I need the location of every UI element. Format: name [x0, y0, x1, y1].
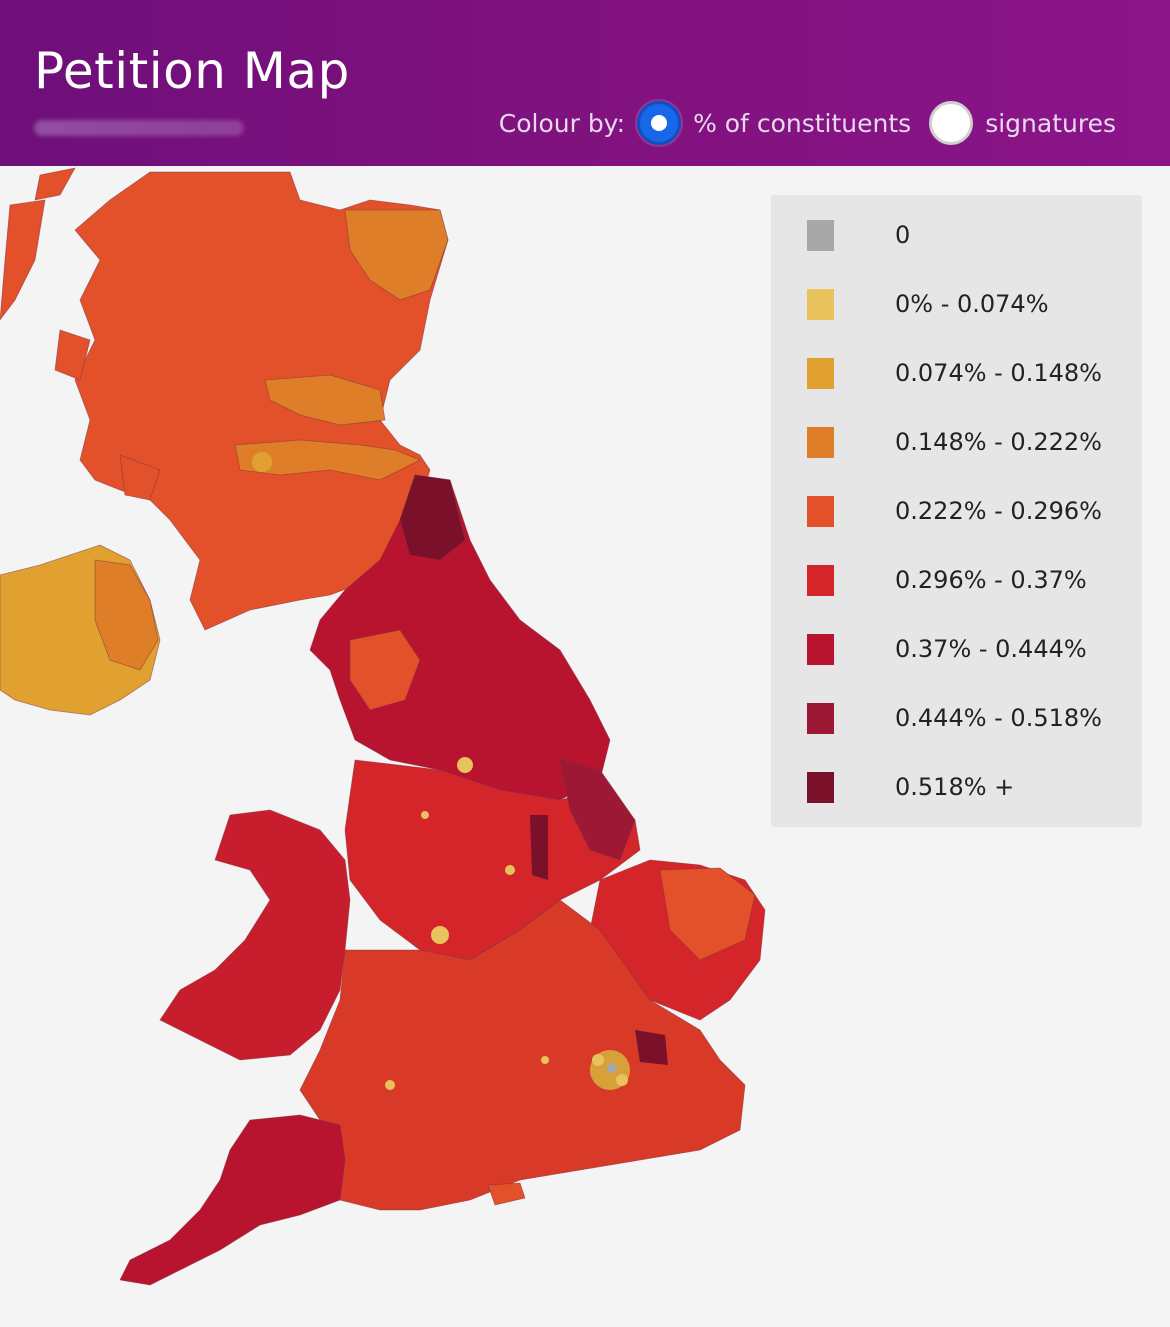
- region-dark-patch-lincs: [530, 815, 548, 880]
- legend-swatch: [807, 426, 834, 458]
- legend-item: 0.444% - 0.518%: [771, 698, 1142, 738]
- legend-swatch: [807, 564, 834, 596]
- legend-swatch: [807, 702, 834, 734]
- uk-choropleth-map[interactable]: [0, 166, 1170, 1327]
- radio-label-signatures[interactable]: signatures: [985, 108, 1116, 138]
- region-wales[interactable]: [159, 809, 351, 1061]
- region-lincolnshire[interactable]: [559, 759, 636, 861]
- region-city-clusters: [252, 452, 549, 1090]
- legend-item: 0.518% +: [771, 767, 1142, 807]
- region-northern-ireland-east[interactable]: [94, 559, 159, 671]
- region-dark-patch-essex: [635, 1030, 668, 1065]
- region-east-anglia-coast[interactable]: [659, 867, 756, 961]
- legend-swatch: [807, 219, 834, 251]
- legend-label: 0.444% - 0.518%: [895, 704, 1102, 732]
- legend-item: 0.222% - 0.296%: [771, 491, 1142, 531]
- legend-panel: 0 0% - 0.074% 0.074% - 0.148% 0.148% - 0…: [771, 195, 1142, 827]
- region-midlands[interactable]: [344, 759, 641, 961]
- region-northumberland[interactable]: [399, 474, 466, 561]
- legend-label: 0.074% - 0.148%: [895, 359, 1102, 387]
- region-scotland-central-belt[interactable]: [234, 439, 421, 481]
- legend-item: 0: [771, 215, 1142, 255]
- legend-swatch: [807, 288, 834, 320]
- legend-label: 0.296% - 0.37%: [895, 566, 1087, 594]
- region-london-cluster[interactable]: [590, 1050, 630, 1090]
- region-cumbria[interactable]: [349, 629, 421, 711]
- legend-item: 0.296% - 0.37%: [771, 560, 1142, 600]
- header-bar: Petition Map Colour by: % of constituent…: [0, 0, 1170, 166]
- legend-item: 0% - 0.074%: [771, 284, 1142, 324]
- legend-swatch: [807, 357, 834, 389]
- legend-label: 0.148% - 0.222%: [895, 428, 1102, 456]
- radio-percent-constituents[interactable]: [637, 101, 682, 145]
- legend-item: 0.074% - 0.148%: [771, 353, 1142, 393]
- legend-swatch: [807, 633, 834, 665]
- radio-label-percent[interactable]: % of constituents: [693, 108, 912, 138]
- radio-dot-icon: [651, 115, 668, 131]
- region-south-west[interactable]: [119, 1114, 346, 1286]
- legend-label: 0% - 0.074%: [895, 290, 1049, 318]
- region-isle-of-wight[interactable]: [487, 1182, 526, 1206]
- legend-item: 0.37% - 0.444%: [771, 629, 1142, 669]
- legend-label: 0: [895, 221, 911, 249]
- legend-label: 0.37% - 0.444%: [895, 635, 1087, 663]
- legend-label: 0.518% +: [895, 773, 1015, 801]
- legend-swatch: [807, 771, 834, 803]
- map-area[interactable]: 0 0% - 0.074% 0.074% - 0.148% 0.148% - 0…: [0, 166, 1170, 1327]
- page-title: Petition Map: [34, 42, 350, 100]
- region-scotland-islands[interactable]: [0, 167, 161, 501]
- colour-by-control: Colour by: % of constituents signatures: [499, 96, 1122, 150]
- region-scotland-northeast[interactable]: [264, 209, 449, 426]
- colour-by-label: Colour by:: [498, 108, 626, 138]
- blurred-subtitle: [34, 120, 244, 136]
- radio-signatures[interactable]: [929, 101, 974, 145]
- legend-swatch: [807, 495, 834, 527]
- legend-label: 0.222% - 0.296%: [895, 497, 1102, 525]
- legend-item: 0.148% - 0.222%: [771, 422, 1142, 462]
